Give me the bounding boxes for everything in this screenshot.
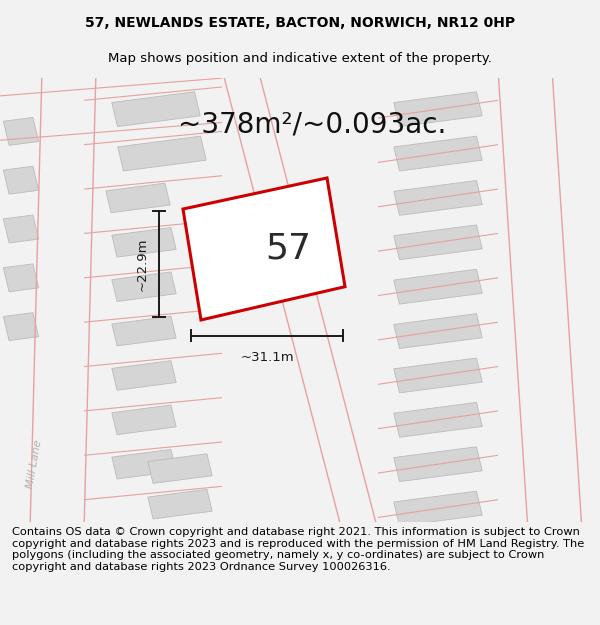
Polygon shape — [394, 402, 482, 437]
Polygon shape — [4, 166, 38, 194]
Text: 57: 57 — [265, 231, 311, 266]
Text: Contains OS data © Crown copyright and database right 2021. This information is : Contains OS data © Crown copyright and d… — [12, 527, 584, 572]
Polygon shape — [394, 491, 482, 526]
Text: ~22.9m: ~22.9m — [135, 238, 148, 291]
Polygon shape — [394, 447, 482, 482]
Polygon shape — [112, 361, 176, 390]
Polygon shape — [118, 136, 206, 171]
Polygon shape — [148, 489, 212, 519]
Polygon shape — [112, 272, 176, 301]
Polygon shape — [394, 136, 482, 171]
Polygon shape — [112, 316, 176, 346]
Polygon shape — [394, 314, 482, 349]
Polygon shape — [4, 118, 38, 146]
Text: Mill Lane: Mill Lane — [26, 439, 44, 489]
Polygon shape — [112, 405, 176, 434]
Text: ~31.1m: ~31.1m — [240, 351, 294, 364]
Text: Map shows position and indicative extent of the property.: Map shows position and indicative extent… — [108, 52, 492, 65]
Text: 57, NEWLANDS ESTATE, BACTON, NORWICH, NR12 0HP: 57, NEWLANDS ESTATE, BACTON, NORWICH, NR… — [85, 16, 515, 31]
Polygon shape — [106, 183, 170, 213]
Polygon shape — [394, 181, 482, 216]
Polygon shape — [112, 92, 200, 127]
Polygon shape — [4, 215, 38, 243]
Polygon shape — [394, 269, 482, 304]
Polygon shape — [112, 228, 176, 257]
Polygon shape — [112, 449, 176, 479]
Polygon shape — [4, 312, 38, 341]
Polygon shape — [394, 358, 482, 393]
Polygon shape — [183, 178, 345, 320]
Polygon shape — [148, 454, 212, 483]
Polygon shape — [394, 225, 482, 260]
Polygon shape — [4, 264, 38, 292]
Polygon shape — [394, 92, 482, 127]
Text: ~378m²/~0.093ac.: ~378m²/~0.093ac. — [178, 111, 446, 139]
